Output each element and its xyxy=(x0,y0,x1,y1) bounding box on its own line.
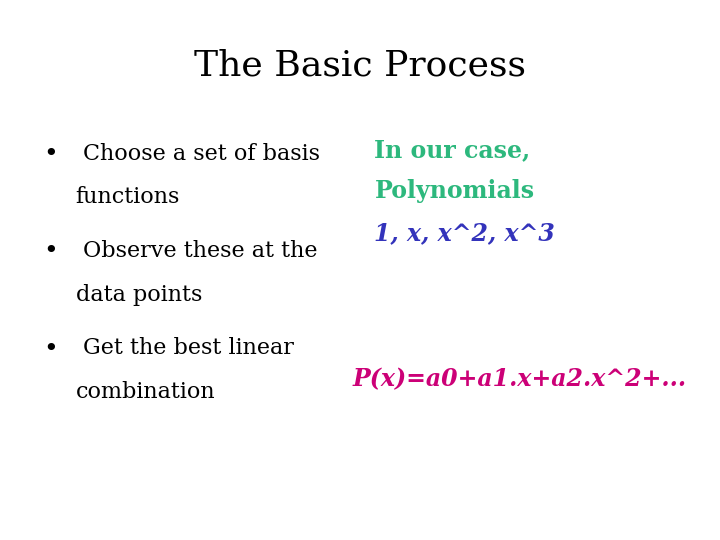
Text: •: • xyxy=(43,143,58,166)
Text: •: • xyxy=(43,338,58,361)
Text: functions: functions xyxy=(76,186,180,208)
Text: data points: data points xyxy=(76,284,202,306)
Text: combination: combination xyxy=(76,381,215,403)
Text: Observe these at the: Observe these at the xyxy=(83,240,318,262)
Text: The Basic Process: The Basic Process xyxy=(194,49,526,83)
Text: Polynomials: Polynomials xyxy=(374,179,534,203)
Text: P(x)=a0+a1.x+a2.x^2+...: P(x)=a0+a1.x+a2.x^2+... xyxy=(353,367,687,391)
Text: •: • xyxy=(43,240,58,264)
Text: Get the best linear: Get the best linear xyxy=(83,338,294,360)
Text: In our case,: In our case, xyxy=(374,138,531,161)
Text: Choose a set of basis: Choose a set of basis xyxy=(83,143,320,165)
Text: 1, x, x^2, x^3: 1, x, x^2, x^3 xyxy=(374,221,555,245)
